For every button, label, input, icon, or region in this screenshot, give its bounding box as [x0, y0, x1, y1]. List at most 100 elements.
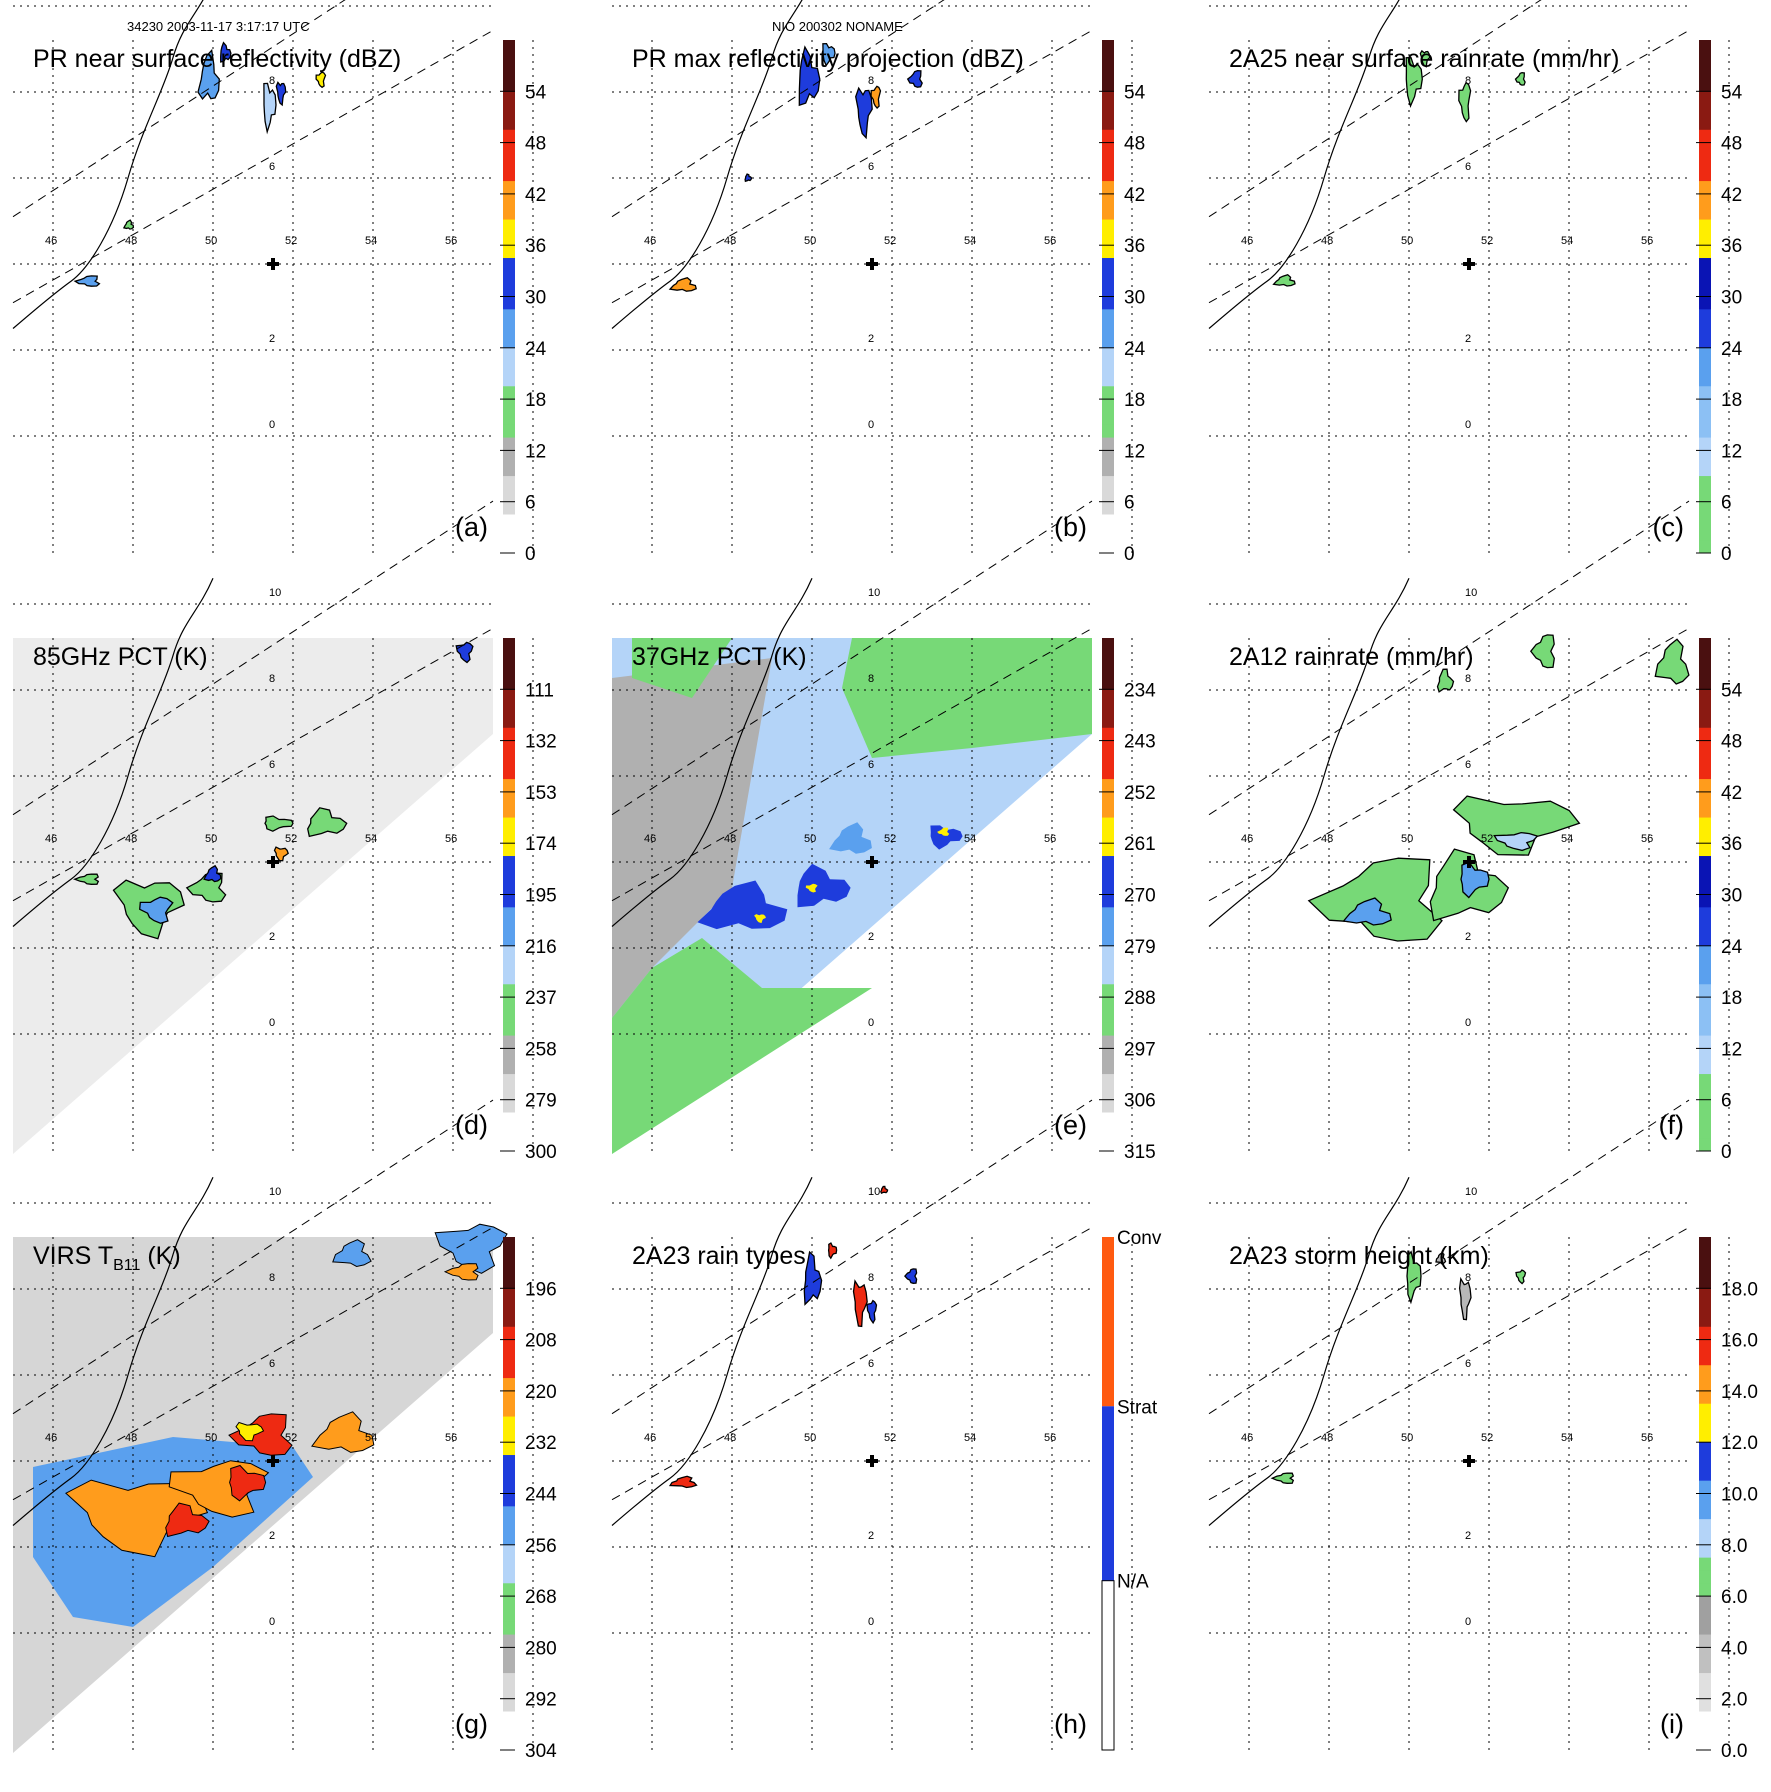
colorbar-segment	[1102, 766, 1114, 780]
colorbar-segment	[1699, 540, 1711, 554]
colorbar-tick: 243	[1124, 732, 1156, 753]
lat-label: 2	[868, 333, 874, 345]
colorbar-segment	[1699, 463, 1711, 477]
storm-center-marker	[267, 258, 279, 270]
panel-label: (a)	[455, 512, 488, 542]
colorbar-segment	[1102, 856, 1114, 870]
rain-cell	[1460, 861, 1490, 899]
colorbar-segment	[1699, 258, 1711, 272]
colorbar-segment	[503, 437, 515, 451]
rain-cell	[1272, 273, 1296, 287]
colorbar-segment	[1699, 1099, 1711, 1114]
colorbar-tick: 12	[525, 441, 546, 462]
colorbar-tick: 280	[525, 1638, 557, 1659]
colorbar-tick: 54	[1721, 82, 1743, 103]
coastline	[611, 0, 803, 329]
colorbar-segment	[1102, 907, 1114, 921]
lon-label: 54	[1561, 1432, 1573, 1444]
colorbar-segment	[503, 116, 515, 131]
storm-center-marker	[1463, 258, 1475, 270]
rain-cell	[1529, 634, 1555, 669]
colorbar-segment	[1699, 1035, 1711, 1049]
lat-label: 10	[1465, 1186, 1477, 1198]
colorbar-segment	[1699, 856, 1711, 870]
swath-edge	[1208, 1099, 1690, 1415]
colorbar-tick: 6	[1721, 493, 1732, 514]
colorbar-segment	[1102, 206, 1114, 221]
colorbar-tick: 42	[525, 185, 546, 206]
colorbar-segment	[1102, 753, 1114, 767]
colorbar-segment	[503, 1480, 515, 1494]
colorbar-segment	[503, 373, 515, 387]
colorbar-segment	[1102, 309, 1114, 323]
colorbar-segment	[1699, 1339, 1711, 1353]
colorbar-tick: 24	[1124, 339, 1146, 360]
lat-label: 10	[269, 587, 281, 599]
lon-label: 56	[1044, 235, 1056, 247]
colorbar-segment	[1699, 766, 1711, 780]
colorbar-segment	[1102, 1125, 1114, 1139]
colorbar-tick: 0	[525, 544, 536, 565]
colorbar-segment	[503, 740, 515, 754]
colorbar-segment	[1699, 1455, 1711, 1469]
colorbar-segment	[1699, 753, 1711, 767]
colorbar-segment	[503, 334, 515, 349]
colorbar-segment	[1699, 360, 1711, 374]
colorbar-segment	[1102, 52, 1114, 67]
lon-label: 46	[45, 833, 57, 845]
colorbar-segment	[503, 309, 515, 323]
colorbar-tick: 292	[525, 1690, 557, 1711]
colorbar-segment	[503, 155, 515, 169]
colorbar-segment	[503, 817, 515, 831]
colorbar-segment	[1699, 1519, 1711, 1533]
colorbar-segment	[1102, 1086, 1114, 1101]
panel-title: 2A23 rain types	[632, 1242, 806, 1270]
colorbar-tick: 300	[525, 1142, 557, 1163]
map-area: 46 48 50 52 54 56 10 8 6 2 0 PR near surface reflec…	[12, 0, 534, 555]
colorbar: 196 208 220 232 244 256 268 280 292 304	[500, 1237, 557, 1762]
lon-label: 52	[1481, 833, 1493, 845]
colorbar-tick: 232	[525, 1433, 557, 1454]
colorbar-segment	[1102, 638, 1114, 652]
colorbar-segment	[1699, 1737, 1711, 1751]
cold-cloud-top	[443, 1263, 479, 1281]
colorbar-tick: 234	[1124, 680, 1156, 701]
colorbar-segment	[1102, 334, 1114, 349]
colorbar-segment	[1699, 1608, 1711, 1623]
colorbar-segment	[1699, 650, 1711, 665]
colorbar-segment	[1699, 347, 1711, 362]
rain-cell	[1405, 56, 1423, 108]
colorbar-segment	[1102, 932, 1114, 947]
colorbar-tick: 54	[1721, 680, 1743, 701]
colorbar-segment	[1699, 791, 1711, 806]
colorbar-segment	[1699, 181, 1711, 195]
colorbar-segment	[1699, 1570, 1711, 1584]
colorbar-segment	[1699, 1326, 1711, 1341]
colorbar-segment	[1102, 514, 1114, 528]
lon-label: 56	[1044, 833, 1056, 845]
colorbar-tick: 12	[1721, 1039, 1742, 1060]
rain-cell	[139, 896, 174, 924]
colorbar-tick: 14.0	[1721, 1382, 1758, 1403]
colorbar-segment	[1699, 1506, 1711, 1520]
colorbar-tick: 270	[1124, 886, 1156, 907]
coastline	[611, 577, 813, 927]
lon-label: 52	[884, 833, 896, 845]
colorbar-segment	[1699, 1086, 1711, 1101]
colorbar-segment	[1699, 1237, 1711, 1251]
colorbar-segment	[1699, 501, 1711, 516]
colorbar-tick: 48	[1124, 134, 1145, 155]
colorbar-tick: 18	[1721, 390, 1742, 411]
colorbar-segment	[503, 322, 515, 336]
panel-g: 46 48 50 52 54 56 10 8 6 2 0 VIRS TB11 (K) (g) 196 208…	[12, 1099, 557, 1762]
colorbar-tick: 6	[1721, 1091, 1732, 1112]
panel-title: 2A12 rainrate (mm/hr)	[1229, 643, 1474, 671]
colorbar-segment	[503, 1048, 515, 1062]
colorbar-tick: 18	[1124, 390, 1145, 411]
storm-center-marker	[866, 258, 878, 270]
colorbar-segment	[1699, 1711, 1711, 1725]
rain-cell	[1458, 81, 1472, 123]
colorbar-segment	[503, 386, 515, 400]
colorbar-segment	[503, 65, 515, 79]
